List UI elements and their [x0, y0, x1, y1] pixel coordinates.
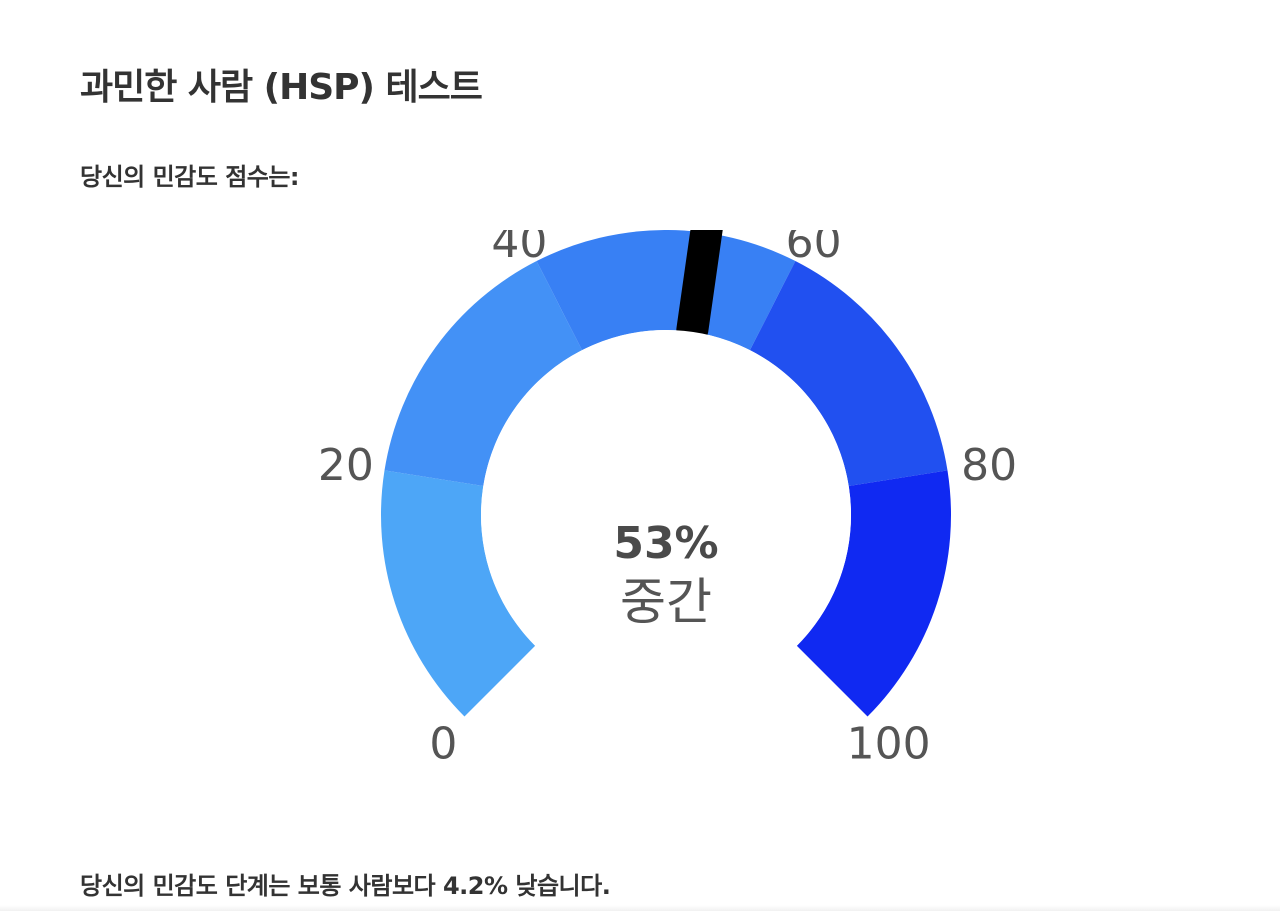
gauge-tick-label: 100: [847, 719, 931, 770]
gauge-value-label: 53%: [613, 518, 718, 569]
gauge-segment-3: [536, 230, 796, 351]
gauge-segment-5: [796, 470, 951, 717]
page-bottom-edge: [0, 905, 1280, 911]
gauge-segment-2: [384, 261, 583, 487]
gauge-segment-1: [381, 470, 536, 717]
page-title: 과민한 사람 (HSP) 테스트: [80, 67, 483, 108]
gauge-tick-label: 0: [429, 719, 457, 770]
gauge-needle-group: [481, 230, 851, 700]
gauge-level-label: 중간: [620, 573, 712, 631]
gauge-tick-label: 20: [318, 440, 374, 491]
gauge-inner-disc: [481, 330, 851, 700]
gauge-tick-label: 40: [491, 230, 547, 268]
gauge-tick-label: 80: [961, 440, 1017, 491]
sensitivity-gauge: 0 20 40 60 80 100 53% 중간: [290, 230, 1050, 830]
result-summary: 당신의 민감도 단계는 보통 사람보다 4.2% 낮습니다.: [80, 872, 611, 900]
gauge-segment-4: [749, 261, 948, 487]
score-prompt: 당신의 민감도 점수는:: [80, 163, 300, 191]
gauge-needle: [676, 230, 723, 346]
gauge-tick-labels: 0 20 40 60 80 100: [318, 230, 1017, 770]
gauge-chart: 0 20 40 60 80 100 53% 중간: [318, 230, 1017, 770]
gauge-tick-label: 60: [786, 230, 842, 268]
gauge-segments: [381, 230, 951, 717]
